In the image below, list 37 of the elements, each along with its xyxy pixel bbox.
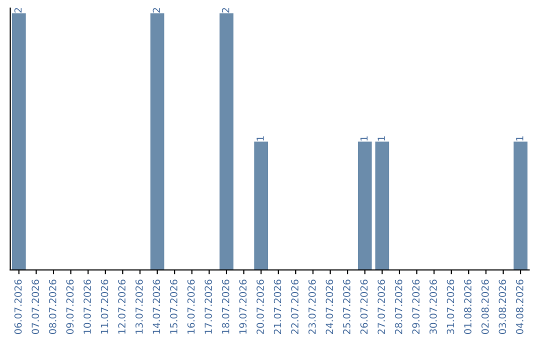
x-tick-label: 31.07.2026 bbox=[446, 280, 454, 334]
data-label: 1 bbox=[378, 136, 385, 141]
x-tick-label: 29.07.2026 bbox=[412, 280, 420, 334]
data-label: 2 bbox=[152, 8, 160, 13]
x-tick-label: 06.07.2026 bbox=[14, 280, 22, 334]
x-tick-label: 16.07.2026 bbox=[187, 280, 195, 334]
x-tick-label: 10.07.2026 bbox=[84, 280, 91, 334]
x-tick-label: 11.07.2026 bbox=[100, 280, 108, 334]
x-tick-label: 28.07.2026 bbox=[394, 280, 402, 334]
data-label: 2 bbox=[222, 8, 230, 13]
x-tick-label: 20.07.2026 bbox=[256, 280, 264, 334]
x-tick-label: 23.07.2026 bbox=[308, 280, 316, 334]
x-tick-label: 21.07.2026 bbox=[274, 280, 282, 334]
x-tick-label: 07.07.2026 bbox=[32, 280, 40, 334]
data-label: 1 bbox=[256, 136, 264, 141]
x-tick-label: 09.07.2026 bbox=[66, 280, 74, 334]
x-tick-label: 13.07.2026 bbox=[135, 280, 143, 334]
data-label: 2 bbox=[14, 8, 22, 13]
x-tick-label: 18.07.2026 bbox=[222, 280, 230, 334]
x-tick-label: 01.08.2026 bbox=[464, 280, 472, 334]
data-label: 1 bbox=[516, 136, 524, 141]
x-tick-label: 24.07.2026 bbox=[326, 280, 334, 334]
x-tick-label: 30.07.2026 bbox=[430, 280, 437, 334]
data-label: 1 bbox=[360, 136, 368, 141]
x-tick-label: 02.08.2026 bbox=[481, 280, 489, 334]
x-tick-label: 14.07.2026 bbox=[152, 280, 160, 334]
x-tick-label: 25.07.2026 bbox=[343, 280, 350, 334]
x-tick-label: 22.07.2026 bbox=[291, 280, 298, 334]
x-tick-label: 04.08.2026 bbox=[516, 280, 524, 334]
x-tick-label: 15.07.2026 bbox=[170, 280, 178, 334]
x-tick-label: 12.07.2026 bbox=[118, 280, 126, 334]
x-tick-label: 17.07.2026 bbox=[204, 280, 212, 334]
x-tick-label: 27.07.2026 bbox=[378, 280, 385, 334]
x-tick-label: 03.08.2026 bbox=[498, 280, 506, 334]
x-tick-label: 26.07.2026 bbox=[360, 280, 368, 334]
x-tick-label: 08.07.2026 bbox=[48, 280, 56, 334]
x-tick-label: 19.07.2026 bbox=[239, 280, 247, 334]
